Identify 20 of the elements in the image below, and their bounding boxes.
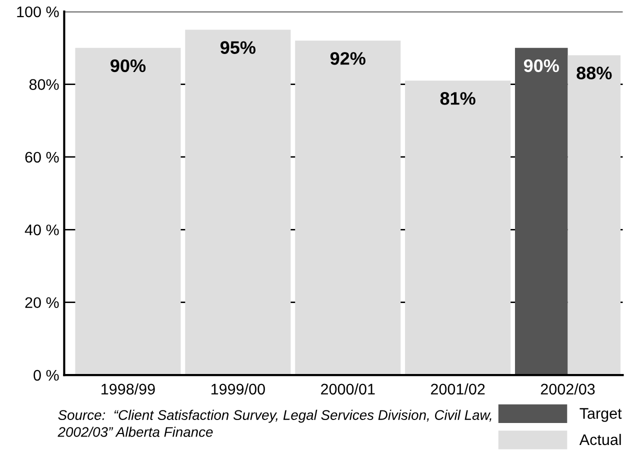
y-tick-label: 40 % [24,224,59,236]
x-tick-label: 2000/01 [321,383,375,395]
data-label: 90% [524,59,559,72]
legend-label: Actual [579,434,621,446]
y-tick-label: 0 % [34,370,59,381]
data-label: 92% [330,52,366,65]
y-tick-label: 100 % [17,6,59,18]
data-label: 88% [576,66,612,80]
x-tick-label: 2001/02 [430,383,485,395]
x-tick-label: 1999/00 [211,383,265,395]
data-label: 81% [440,92,476,105]
y-tick-label: 80% [29,79,59,90]
data-label: 90% [110,59,146,72]
y-tick-label: 60 % [25,152,59,163]
data-label: 95% [220,41,256,54]
y-tick-label: 20 % [25,297,59,308]
legend-label: Target [580,408,622,422]
x-tick-label: 1998/99 [102,383,155,395]
source-note: Source: “Client Satisfaction Survey, Legal Services Division, Civil Law, 2002/03” Alberta Finance [58,410,492,437]
x-tick-label: 2002/03 [540,383,595,395]
